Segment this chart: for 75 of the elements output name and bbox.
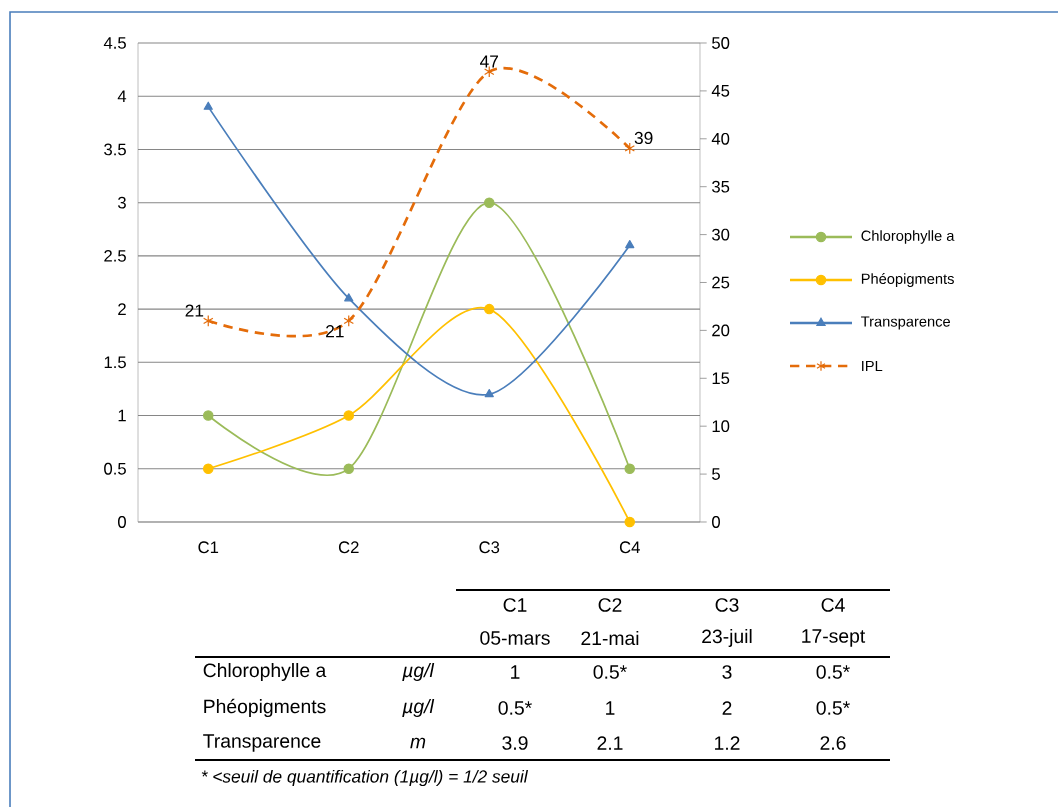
y-tick-label: 0.5: [104, 462, 126, 475]
y-tick-label: 3.5: [104, 143, 126, 156]
text: 1: [511, 665, 520, 679]
y2-tick-label: 25: [712, 276, 730, 289]
text: 2.6: [820, 736, 846, 750]
text: 3.9: [502, 736, 528, 750]
x-tick-label: C4: [619, 541, 640, 554]
point: [203, 314, 214, 327]
y-tick-label: 4: [117, 90, 127, 102]
category-label: C2: [598, 598, 622, 612]
point: [343, 463, 355, 475]
text: 1: [606, 701, 615, 715]
legend-label: Chlorophylle a: [861, 230, 955, 244]
y-tick-label: 1: [118, 409, 126, 422]
point: [483, 303, 495, 315]
data-label: 21: [326, 325, 344, 338]
y2-tick-label: 5: [712, 468, 720, 480]
text: 0.5*: [816, 665, 850, 679]
text: 0.5*: [593, 665, 627, 679]
text: 17-sept: [802, 629, 866, 647]
point: [624, 516, 636, 528]
data-label: 21: [185, 304, 204, 317]
text: 3: [722, 665, 732, 679]
y-tick-label: 0: [118, 516, 126, 528]
point: [202, 463, 214, 475]
text: 0.5*: [498, 701, 532, 715]
legend-label: Transparence: [861, 316, 950, 330]
legend-label: Phéopigments: [861, 273, 954, 287]
y-tick-label: 3: [117, 196, 126, 209]
y2-tick-label: 15: [712, 372, 730, 385]
category-label: Transparence: [203, 734, 321, 752]
text: 1.2: [715, 736, 740, 750]
category-label: Chlorophylle a: [203, 662, 327, 681]
point: [344, 293, 354, 302]
y2-tick-label: 10: [712, 420, 730, 433]
category-label: µg/l: [402, 662, 435, 681]
y2-tick-label: 35: [712, 180, 730, 193]
x-tick-label: C2: [338, 541, 359, 554]
y-tick-label: 1.5: [104, 356, 126, 369]
y2-tick-label: 30: [712, 228, 730, 241]
point: [624, 463, 636, 475]
point: [483, 197, 495, 208]
legend-label: IPL: [862, 360, 883, 372]
x-tick-label: C3: [479, 541, 500, 554]
data-label: 39: [634, 131, 653, 145]
category-label: Phéopigments: [204, 698, 326, 718]
point: [343, 410, 355, 421]
point: [202, 410, 214, 421]
category-label: C3: [715, 598, 739, 612]
text: 23-juil: [702, 628, 752, 647]
point: [624, 142, 635, 155]
point: [343, 314, 354, 327]
y-tick-label: 4.5: [103, 37, 126, 49]
text: 21-mai: [581, 630, 639, 646]
text: 2.1: [597, 736, 623, 750]
point: [203, 101, 213, 110]
point: [625, 239, 635, 249]
category-label: C4: [821, 598, 845, 612]
category-label: µg/l: [402, 698, 435, 717]
y-tick-label: 2: [118, 303, 126, 315]
text: 2: [722, 701, 732, 715]
data-label: 47: [480, 55, 499, 68]
x-tick-label: C1: [198, 541, 219, 554]
y2-tick-label: 40: [711, 132, 730, 145]
text: 05-mars: [480, 631, 550, 645]
point: [484, 388, 494, 398]
category-label: C1: [503, 598, 527, 612]
text: * <seuil de quantification (1µg/l) = 1/2 seuil: [201, 769, 529, 787]
y2-tick-label: 20: [712, 324, 730, 337]
y2-tick-label: 45: [711, 85, 730, 97]
y-tick-label: 2.5: [104, 249, 126, 262]
category-label: m: [410, 737, 426, 749]
text: 0.5*: [816, 701, 850, 715]
y2-tick-label: 0: [712, 516, 720, 528]
y2-tick-label: 50: [712, 37, 730, 49]
